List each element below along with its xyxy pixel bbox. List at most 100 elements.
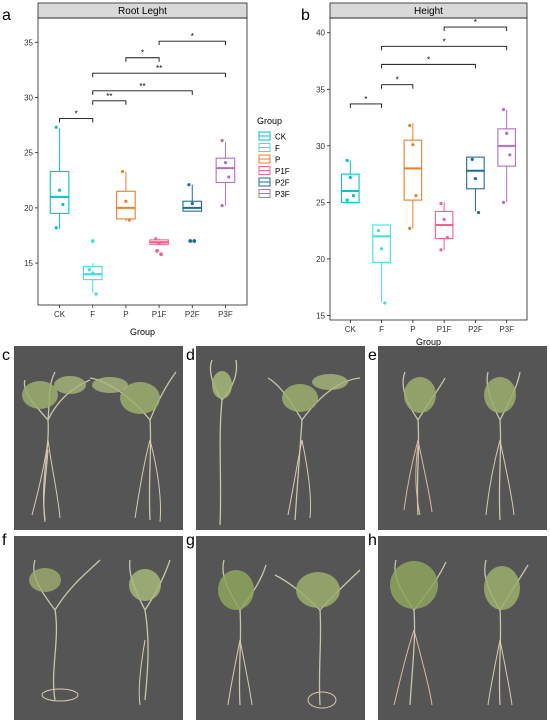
x-tick-label: P3F <box>218 310 233 319</box>
data-point <box>501 108 506 112</box>
y-tick-label: 25 <box>24 149 33 158</box>
data-point <box>61 202 65 207</box>
photo-d-plants <box>209 359 361 526</box>
y-tick-label: 15 <box>24 259 33 268</box>
data-point <box>223 161 228 165</box>
panel-letter-a: a <box>2 7 11 24</box>
bracket-line <box>349 103 383 108</box>
panel-letter-e: e <box>368 347 377 364</box>
data-point <box>476 210 481 215</box>
data-point <box>124 199 128 203</box>
photo-panel-g: g <box>186 532 365 720</box>
x-tick-label: P2F <box>185 310 200 319</box>
x-tick-label: CK <box>54 310 66 319</box>
box-iqr <box>497 128 516 167</box>
chart-a-title: Root Leght <box>118 6 167 17</box>
box-iqr <box>372 224 391 263</box>
box-f <box>372 224 391 305</box>
outlier-point <box>90 239 95 243</box>
legend-label-p3f: P3F <box>275 190 290 199</box>
box-ck <box>341 158 360 203</box>
panel-letter-h: h <box>368 532 377 549</box>
x-tick-label: P <box>410 325 415 334</box>
chart-a-y-axis: 15 20 25 30 35 <box>24 38 38 268</box>
bracket-line <box>381 63 476 69</box>
data-point <box>190 201 194 206</box>
bracket-line <box>381 84 414 89</box>
bracket-line <box>381 45 508 51</box>
box-iqr <box>403 139 423 201</box>
data-point <box>439 201 443 206</box>
box-p3f <box>497 108 516 204</box>
panel-letter-c: c <box>2 347 10 364</box>
photo-panel-c: c <box>2 346 183 530</box>
chart-b-title: Height <box>414 6 443 17</box>
x-tick-label: P2F <box>468 325 483 334</box>
photo-e-background <box>378 346 547 530</box>
significance-bracket: ** <box>92 82 193 95</box>
data-point <box>91 271 95 275</box>
y-tick-label: 20 <box>24 204 33 213</box>
bracket-label: ** <box>156 64 162 73</box>
bracket-label: * <box>396 76 399 85</box>
data-point <box>414 193 418 198</box>
data-point <box>57 188 62 192</box>
data-point <box>220 138 224 143</box>
bracket-label: ** <box>139 82 145 91</box>
significance-bracket: * <box>125 49 160 62</box>
y-tick-label: 30 <box>24 93 33 102</box>
significance-bracket: * <box>381 37 508 51</box>
bracket-label: * <box>364 95 367 104</box>
bracket-label: * <box>474 18 477 27</box>
legend-label-p2f: P2F <box>275 179 290 188</box>
box-f <box>82 239 103 296</box>
chart-b-y-axis: 15 20 25 30 35 40 <box>316 29 330 320</box>
chart-b-significance: * * * * * <box>349 18 508 108</box>
chart-a-plot-frame <box>37 17 248 306</box>
legend: Group CK FP P1F P2F P3F <box>257 116 290 199</box>
data-point <box>408 123 412 128</box>
outlier-point <box>188 239 193 243</box>
y-tick-label: 35 <box>316 85 325 94</box>
data-point <box>351 193 356 198</box>
data-point <box>505 131 509 135</box>
data-point <box>187 183 191 187</box>
data-point <box>227 175 231 179</box>
data-point <box>442 217 446 221</box>
y-tick-label: 40 <box>316 29 325 38</box>
legend-title: Group <box>257 116 282 126</box>
photo-panel-d: d <box>186 346 365 530</box>
photo-panel-h: h <box>368 532 547 720</box>
box-iqr <box>466 156 485 190</box>
data-point <box>154 237 158 241</box>
x-tick-label: F <box>90 310 95 319</box>
y-tick-label: 30 <box>316 142 325 151</box>
legend-label-p: P <box>275 156 280 165</box>
box-iqr <box>116 190 136 220</box>
bracket-label: * <box>191 32 194 41</box>
bracket-label: * <box>75 109 78 118</box>
bracket-line <box>92 100 127 105</box>
bracket-label: * <box>141 49 144 58</box>
outlier-point <box>155 249 159 253</box>
data-point <box>345 158 349 163</box>
bracket-line <box>158 40 226 46</box>
box-p3f <box>215 138 236 208</box>
box-p <box>116 169 136 222</box>
panel-letter-d: d <box>186 347 195 364</box>
legend-label-ck: CK <box>275 133 287 142</box>
chart-b-x-axis: CK F P P1F P2F P3F <box>345 320 514 334</box>
y-tick-label: 25 <box>316 198 325 207</box>
chart-b-x-label: Group <box>416 337 441 347</box>
legend-label-f: F <box>275 144 280 153</box>
data-point <box>411 143 415 147</box>
data-point <box>383 301 387 305</box>
box-p1f <box>434 201 454 252</box>
data-point <box>87 268 91 272</box>
data-point <box>348 175 352 180</box>
panel-letter-g: g <box>186 532 195 549</box>
x-tick-label: P <box>123 310 128 319</box>
chart-b-boxes <box>341 108 516 305</box>
